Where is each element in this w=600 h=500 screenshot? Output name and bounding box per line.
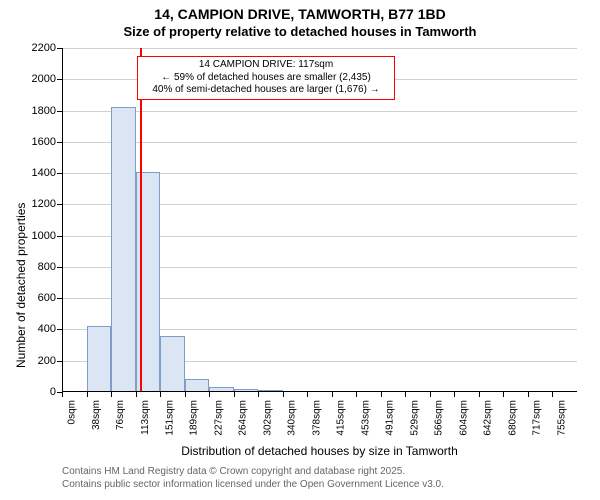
x-tick-label: 529sqm [409,400,420,436]
x-tick-label: 755sqm [556,400,567,436]
y-tick-label: 2200 [0,42,56,54]
x-axis-label: Distribution of detached houses by size … [62,444,577,458]
plot-area: 14 CAMPION DRIVE: 117sqm ← 59% of detach… [62,48,577,392]
y-tick-label: 1600 [0,136,56,148]
x-tick-label: 491sqm [385,400,396,436]
y-tick-label: 1400 [0,167,56,179]
y-tick-label: 200 [0,355,56,367]
histogram-bar [185,379,210,392]
x-tick-label: 76sqm [115,400,126,430]
annotation-line-2: ← 59% of detached houses are smaller (2,… [144,72,388,85]
histogram-bar [87,326,112,392]
y-tick-label: 2000 [0,73,56,85]
x-tick-label: 415sqm [336,400,347,436]
x-tick-label: 680sqm [507,400,518,436]
histogram-bar [160,336,185,392]
x-tick-label: 378sqm [311,400,322,436]
x-tick-label: 453sqm [360,400,371,436]
x-tick-label: 604sqm [458,400,469,436]
x-tick-label: 38sqm [91,400,102,430]
annotation-line-1: 14 CAMPION DRIVE: 117sqm [144,59,388,72]
y-axis-line [62,48,63,392]
x-tick-label: 302sqm [262,400,273,436]
x-tick-label: 340sqm [287,400,298,436]
annotation-line-3: 40% of semi-detached houses are larger (… [144,84,388,97]
y-tick-label: 1800 [0,105,56,117]
chart-title-line2: Size of property relative to detached ho… [0,24,600,39]
x-tick-label: 566sqm [434,400,445,436]
property-marker-line [140,48,142,392]
y-axis-label: Number of detached properties [14,203,28,368]
footer-line-1: Contains HM Land Registry data © Crown c… [62,466,405,477]
x-axis-line [62,391,577,392]
y-tick-label: 400 [0,323,56,335]
footer-line-2: Contains public sector information licen… [62,479,444,490]
x-tick-label: 717sqm [532,400,543,436]
x-tick-label: 264sqm [238,400,249,436]
annotation-box: 14 CAMPION DRIVE: 117sqm ← 59% of detach… [137,56,395,100]
x-tick-label: 227sqm [213,400,224,436]
x-tick-label: 189sqm [189,400,200,436]
x-tick-label: 113sqm [140,400,151,435]
histogram-bar [111,107,136,392]
chart-title-line1: 14, CAMPION DRIVE, TAMWORTH, B77 1BD [0,6,600,22]
y-tick-label: 600 [0,292,56,304]
chart-container: 14, CAMPION DRIVE, TAMWORTH, B77 1BD Siz… [0,0,600,500]
y-tick-label: 1200 [0,198,56,210]
y-tick-label: 0 [0,386,56,398]
y-tick-label: 1000 [0,230,56,242]
x-tick-label: 0sqm [66,400,77,424]
y-tick-label: 800 [0,261,56,273]
x-tick-label: 642sqm [483,400,494,436]
x-tick-label: 151sqm [164,400,175,436]
